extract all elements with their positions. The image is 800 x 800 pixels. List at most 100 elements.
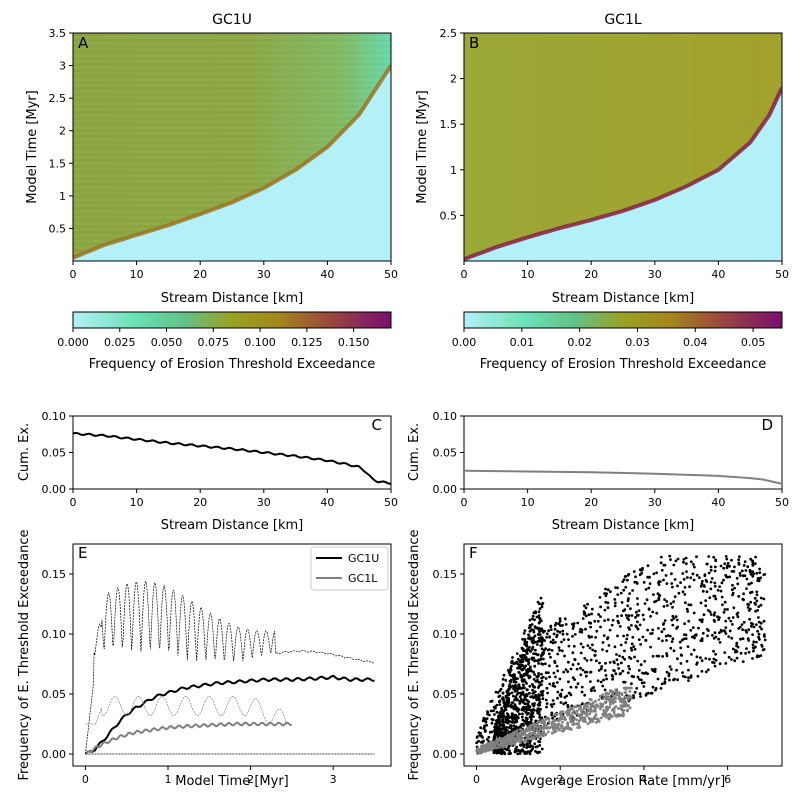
scatter-f-point-gc1u-1224 [700, 637, 704, 640]
scatter-f-point-gc1u-1348 [717, 637, 720, 641]
scatter-f-point-gc1u-976 [522, 686, 525, 690]
scatter-f-xtick-label-1: 2 [557, 773, 564, 786]
scatter-f-point-gc1u-1789 [547, 629, 550, 633]
scatter-f-point-gc1u-1755 [741, 597, 745, 601]
scatter-f-point-gc1u-1550 [528, 624, 532, 627]
scatter-f-point-gc1l-695 [551, 726, 555, 729]
scatter-f-point-gc1u-1581 [544, 647, 547, 651]
scatter-f-point-gc1u-984 [731, 591, 735, 595]
scatter-f-point-gc1u-1488 [689, 628, 693, 632]
scatter-f-point-gc1u-1612 [595, 659, 598, 663]
scatter-f-point-gc1l-149 [628, 706, 632, 710]
scatter-f-point-gc1u-1117 [542, 657, 545, 661]
scatter-f-point-gc1u-1294 [550, 649, 554, 652]
scatter-f-point-gc1u-1704 [745, 587, 748, 590]
scatter-f-point-gc1u-1145 [728, 575, 732, 579]
scatter-f-point-gc1u-1647 [671, 623, 675, 627]
scatter-f-point-gc1u-901 [740, 569, 744, 573]
scatter-f-point-gc1u-1644 [495, 710, 499, 714]
scatter-f-point-gc1u-1111 [630, 642, 634, 646]
scatter-f-point-gc1u-1422 [602, 678, 605, 682]
scatter-f-point-gc1u-692 [510, 715, 514, 718]
scatter-f-point-gc1u-1370 [755, 640, 758, 644]
scatter-f-point-gc1u-1137 [714, 658, 718, 662]
scatter-f-point-gc1u-1257 [660, 630, 664, 634]
scatter-f-point-gc1u-1253 [684, 601, 687, 605]
scatter-f-point-gc1u-1275 [606, 588, 610, 592]
scatter-f-point-gc1u-510 [538, 700, 542, 704]
scatter-f-point-gc1u-321 [538, 744, 542, 747]
scatter-f-point-gc1u-1738 [498, 712, 502, 716]
scatter-f-point-gc1u-1719 [514, 717, 517, 721]
scatter-f-point-gc1l-266 [546, 730, 550, 734]
scatter-f-point-gc1u-1009 [727, 655, 731, 659]
scatter-f-ytick-label-3: 0.15 [433, 568, 458, 581]
scatter-f-point-gc1u-819 [712, 657, 716, 661]
scatter-f-point-gc1u-725 [677, 591, 681, 595]
scatter-f-point-gc1u-1074 [724, 619, 728, 623]
colorbar-b-tick-label-0: 0.00 [452, 336, 477, 349]
scatter-f-point-gc1u-1184 [713, 581, 717, 585]
scatter-f-point-gc1u-1171 [718, 631, 721, 635]
scatter-f-point-gc1u-1624 [496, 691, 500, 694]
scatter-f-point-gc1l-697 [507, 735, 511, 739]
scatter-f-point-gc1l-635 [624, 701, 628, 705]
scatter-f-point-gc1u-277 [536, 600, 540, 604]
scatter-f-point-gc1u-1235 [695, 663, 698, 666]
scatter-f-point-gc1u-896 [690, 653, 693, 656]
scatter-f-point-gc1u-1133 [556, 652, 560, 656]
scatter-f-point-gc1l-511 [608, 703, 612, 706]
scatter-f-point-gc1u-858 [670, 582, 674, 585]
scatter-f-point-gc1u-827 [553, 623, 557, 627]
scatter-f-point-gc1u-600 [522, 745, 526, 748]
scatter-f-point-gc1u-851 [711, 633, 714, 637]
scatter-f-point-gc1u-1223 [759, 603, 763, 607]
scatter-f-point-gc1u-1593 [650, 691, 653, 695]
scatter-f-point-gc1u-1262 [615, 658, 619, 662]
scatter-f-point-gc1u-545 [513, 690, 517, 693]
scatter-f-point-gc1u-1663 [572, 622, 576, 625]
scatter-f-point-gc1u-803 [663, 598, 666, 601]
scatter-f-point-gc1u-1118 [556, 669, 560, 673]
scatter-f-point-gc1u-1029 [632, 570, 636, 573]
scatter-f-point-gc1u-257 [514, 713, 518, 717]
scatter-f-point-gc1u-849 [620, 614, 623, 617]
scatter-f-point-gc1u-1542 [707, 629, 710, 632]
scatter-f-point-gc1l-415 [610, 715, 614, 718]
scatter-f-point-gc1l-693 [571, 723, 575, 727]
scatter-f-point-gc1u-1272 [504, 696, 508, 699]
scatter-f-point-gc1u-1208 [549, 640, 553, 644]
scatter-f-point-gc1u-1707 [502, 673, 506, 677]
scatter-f-point-gc1u-1389 [571, 676, 575, 680]
scatter-f-ytick-label-0: 0.00 [433, 748, 458, 761]
scatter-f-point-gc1u-1594 [535, 709, 539, 713]
line-c-ytick-label-1: 0.05 [42, 447, 67, 460]
scatter-f-point-gc1u-1088 [668, 554, 672, 558]
scatter-f-point-gc1u-1771 [713, 584, 717, 588]
line-c-ylabel: Cum. Ex. [17, 423, 32, 481]
scatter-f-point-gc1l-615 [598, 695, 602, 698]
line-e-gc1u-max-trace [85, 580, 375, 755]
scatter-f-point-gc1u-387 [517, 749, 521, 753]
scatter-f-point-gc1u-1004 [548, 664, 551, 668]
scatter-f-point-gc1u-721 [672, 600, 675, 604]
scatter-f-point-gc1l-378 [608, 695, 611, 699]
scatter-f-point-gc1l-466 [540, 721, 543, 724]
scatter-f-point-gc1u-1408 [532, 677, 536, 681]
scatter-f-point-gc1l-678 [510, 743, 514, 746]
scatter-f-point-gc1u-954 [757, 632, 761, 636]
scatter-f-point-gc1u-1425 [687, 679, 690, 682]
scatter-f-point-gc1u-1026 [695, 573, 699, 577]
scatter-f-point-gc1u-842 [686, 610, 690, 613]
heatmap-b-front [464, 86, 782, 261]
scatter-f-point-gc1l-414 [513, 730, 517, 734]
scatter-f-point-gc1u-1397 [534, 652, 538, 656]
scatter-f-point-gc1u-1573 [582, 612, 586, 616]
scatter-f-xtick-label-0: 0 [473, 773, 480, 786]
scatter-f-point-gc1l-585 [628, 686, 631, 690]
scatter-f-point-gc1u-1585 [636, 675, 640, 679]
scatter-f-point-gc1u-1131 [679, 662, 683, 665]
scatter-f-point-gc1u-1054 [683, 586, 687, 589]
scatter-f-point-gc1u-753 [750, 621, 753, 625]
scatter-f-point-gc1u-1799 [624, 641, 628, 644]
